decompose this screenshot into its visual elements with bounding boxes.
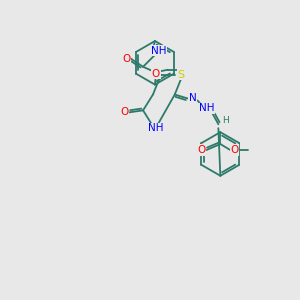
Text: H: H <box>222 116 229 125</box>
Text: N: N <box>189 94 196 103</box>
Text: O: O <box>120 107 128 117</box>
Text: NH: NH <box>199 103 214 113</box>
Text: O: O <box>197 145 206 155</box>
Text: NH: NH <box>151 46 167 56</box>
Text: O: O <box>230 145 238 155</box>
Text: O: O <box>152 69 160 79</box>
Text: NH: NH <box>148 123 164 133</box>
Text: S: S <box>177 70 184 80</box>
Text: O: O <box>122 54 130 64</box>
